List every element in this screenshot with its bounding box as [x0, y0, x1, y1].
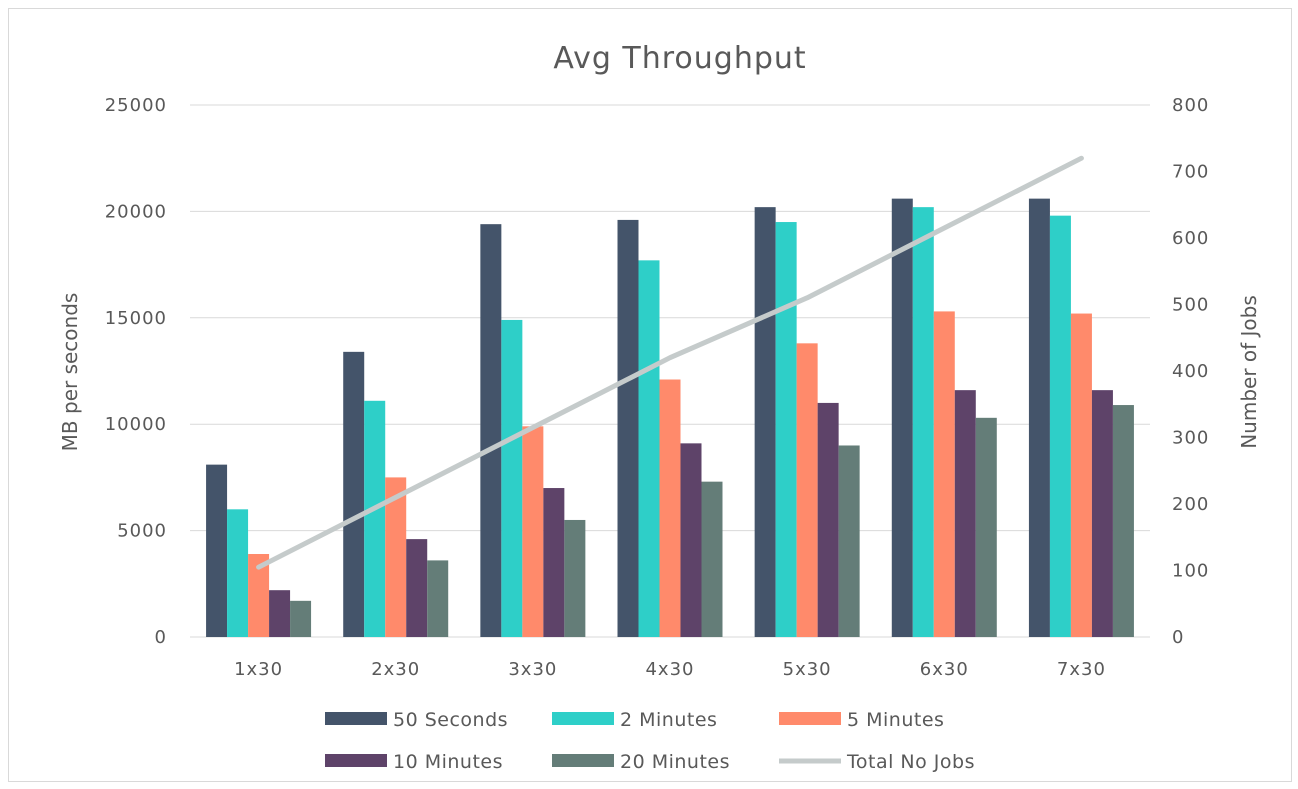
y-axis-title: MB per seconds [58, 293, 82, 452]
bar-5-minutes-4x30 [659, 379, 681, 637]
x-tick-label: 5x30 [783, 659, 832, 680]
bars [206, 198, 1134, 638]
x-tick-label: 3x30 [508, 659, 557, 680]
legend-swatch-10-minutes [325, 754, 387, 767]
bar-10-minutes-6x30 [954, 390, 976, 637]
bar-20-minutes-1x30 [290, 600, 312, 637]
y-tick-label: 10000 [105, 414, 167, 435]
bar-5-minutes-7x30 [1070, 313, 1092, 637]
bar-20-minutes-5x30 [838, 445, 860, 637]
y2-axis-title: Number of Jobs [1237, 295, 1261, 449]
chart-title: Avg Throughput [553, 41, 806, 76]
legend-label-total-no-jobs: Total No Jobs [846, 751, 975, 773]
y2-tick-label: 300 [1172, 428, 1209, 449]
y2-tick-label: 500 [1172, 295, 1209, 316]
x-tick-label: 2x30 [371, 659, 420, 680]
bar-50-seconds-4x30 [617, 219, 639, 638]
bar-10-minutes-2x30 [406, 539, 428, 637]
bar-20-minutes-7x30 [1112, 405, 1134, 637]
bar-5-minutes-6x30 [933, 311, 955, 637]
y2-tick-label: 400 [1172, 361, 1209, 382]
bar-5-minutes-3x30 [522, 426, 544, 637]
bar-2-minutes-4x30 [638, 260, 660, 637]
bar-5-minutes-2x30 [385, 477, 407, 637]
bar-50-seconds-3x30 [480, 224, 502, 637]
y-tick-label: 25000 [105, 95, 167, 116]
bar-2-minutes-7x30 [1049, 215, 1071, 637]
line-total-no-jobs [256, 155, 1084, 570]
legend-swatch-50-seconds [325, 712, 387, 725]
bar-50-seconds-5x30 [754, 207, 776, 638]
legend-label-20-minutes: 20 Minutes [620, 751, 730, 773]
y2-tick-label: 700 [1172, 162, 1209, 183]
y2-tick-label: 0 [1172, 627, 1184, 648]
y2-axis-ticks: 0 100 200 300 400 500 600 700 800 [1172, 95, 1209, 648]
x-axis-ticks: 1x30 2x30 3x30 4x30 5x30 6x30 7x30 [234, 659, 1106, 680]
legend: 50 Seconds 2 Minutes 5 Minutes 10 Minutes 20… [325, 709, 975, 773]
y-axis-ticks: 0 5000 10000 15000 20000 25000 [105, 95, 167, 648]
x-tick-label: 1x30 [234, 659, 283, 680]
total-jobs-line [256, 155, 1084, 570]
bar-20-minutes-6x30 [975, 417, 997, 637]
legend-swatch-2-minutes [552, 712, 614, 725]
x-tick-label: 6x30 [920, 659, 969, 680]
bar-50-seconds-6x30 [891, 198, 913, 637]
legend-label-50-seconds: 50 Seconds [393, 709, 508, 731]
bar-2-minutes-3x30 [501, 319, 523, 637]
bar-20-minutes-2x30 [427, 560, 449, 637]
legend-label-2-minutes: 2 Minutes [620, 709, 717, 731]
legend-swatch-5-minutes [779, 712, 841, 725]
y-tick-label: 5000 [117, 521, 167, 542]
y-tick-label: 20000 [105, 201, 167, 222]
x-tick-label: 4x30 [645, 659, 694, 680]
bar-10-minutes-4x30 [680, 443, 702, 637]
legend-label-5-minutes: 5 Minutes [847, 709, 944, 731]
legend-label-10-minutes: 10 Minutes [393, 751, 503, 773]
x-tick-label: 7x30 [1057, 659, 1106, 680]
bar-2-minutes-5x30 [775, 222, 797, 638]
bar-10-minutes-7x30 [1091, 390, 1113, 637]
bar-50-seconds-1x30 [206, 464, 228, 637]
bar-20-minutes-4x30 [701, 481, 723, 637]
bar-10-minutes-1x30 [269, 590, 291, 637]
legend-swatch-20-minutes [552, 754, 614, 767]
y-tick-label: 15000 [105, 308, 167, 329]
y2-tick-label: 200 [1172, 494, 1209, 515]
bar-2-minutes-2x30 [364, 400, 386, 637]
y2-tick-label: 600 [1172, 228, 1209, 249]
bar-50-seconds-2x30 [343, 351, 365, 637]
bar-5-minutes-1x30 [248, 554, 270, 637]
bar-2-minutes-6x30 [912, 207, 934, 638]
bar-20-minutes-3x30 [564, 519, 586, 637]
bar-5-minutes-5x30 [796, 343, 818, 637]
bar-2-minutes-1x30 [227, 509, 249, 637]
y-tick-label: 0 [155, 627, 167, 648]
y2-tick-label: 800 [1172, 95, 1209, 116]
y2-tick-label: 100 [1172, 561, 1209, 582]
bar-10-minutes-3x30 [543, 488, 565, 637]
bar-50-seconds-7x30 [1028, 198, 1050, 637]
bar-10-minutes-5x30 [817, 402, 839, 637]
